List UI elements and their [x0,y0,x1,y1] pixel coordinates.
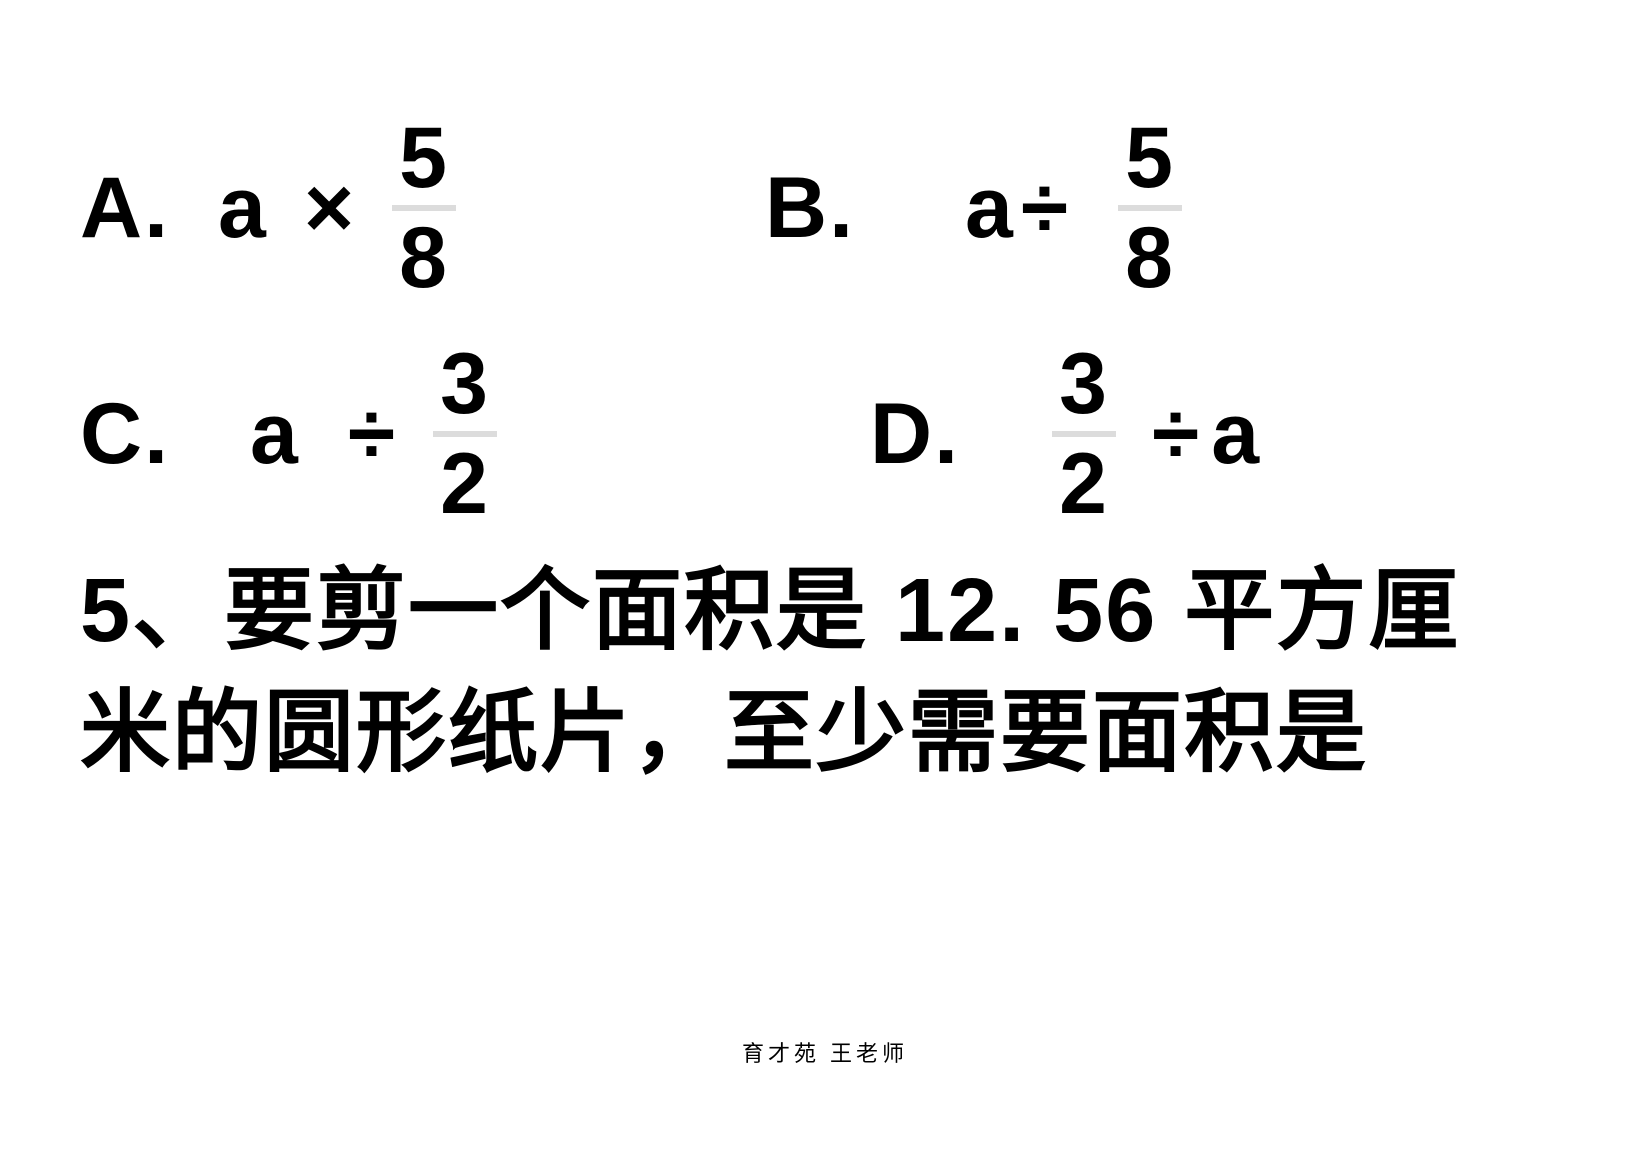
option-d: D. 3 2 ÷ a [870,341,1261,527]
operator: ÷ [1021,165,1070,251]
operator: × [304,165,356,251]
variable: a [965,165,1015,251]
fraction: 5 8 [1118,115,1182,301]
numerator: 3 [434,341,496,431]
question-line-2: 米的圆形纸片，至少需要面积是 [80,673,1570,795]
option-label: A. [80,165,170,251]
option-label: C. [80,391,170,477]
options-row-2: C. a ÷ 3 2 D. 3 2 ÷ a [80,341,1570,527]
variable: a [1211,391,1261,477]
numerator: 5 [1119,115,1181,205]
numerator: 3 [1053,341,1115,431]
operator: ÷ [348,391,397,477]
denominator: 2 [434,437,496,527]
option-a: A. a × 5 8 [80,115,765,301]
option-label: B. [765,165,855,251]
numerator: 5 [393,115,455,205]
option-label: D. [870,391,960,477]
variable: a [218,165,268,251]
operator: ÷ [1152,391,1201,477]
variable: a [250,391,300,477]
worksheet-content: A. a × 5 8 B. a ÷ 5 8 C. [80,115,1570,794]
question-line-1: 5、要剪一个面积是 12. 56 平方厘 [80,551,1570,673]
denominator: 2 [1053,437,1115,527]
denominator: 8 [1119,211,1181,301]
denominator: 8 [393,211,455,301]
option-b: B. a ÷ 5 8 [765,115,1182,301]
options-row-1: A. a × 5 8 B. a ÷ 5 8 [80,115,1570,301]
fraction: 5 8 [392,115,456,301]
fraction: 3 2 [1052,341,1116,527]
option-c: C. a ÷ 3 2 [80,341,870,527]
fraction: 3 2 [433,341,497,527]
question-5: 5、要剪一个面积是 12. 56 平方厘 米的圆形纸片，至少需要面积是 [80,551,1570,794]
page-footer: 育才苑 王老师 [0,1036,1650,1068]
